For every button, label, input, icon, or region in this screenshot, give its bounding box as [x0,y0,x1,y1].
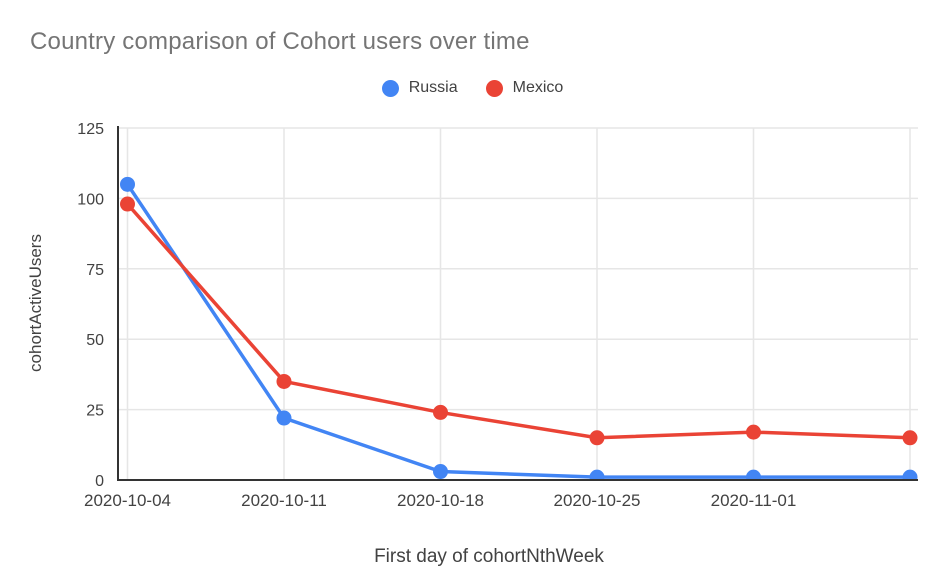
y-tick-label-100: 100 [77,191,104,208]
data-point-russia-0 [120,176,135,192]
data-point-mexico-3 [589,430,605,446]
x-tick-label-2020-11-01: 2020-11-01 [711,491,797,510]
data-point-mexico-5 [902,430,918,446]
y-tick-label-25: 25 [86,403,104,420]
data-point-mexico-0 [120,196,135,212]
data-point-russia-5 [902,469,918,480]
legend-dot-mexico-icon [485,79,503,97]
data-point-russia-3 [589,469,605,480]
y-tick-label-75: 75 [86,262,104,279]
data-point-russia-1 [276,410,292,426]
legend-label-russia: Russia [408,79,458,96]
data-point-mexico-1 [276,373,292,389]
data-point-mexico-2 [433,404,448,420]
series-line-mexico [126,202,911,440]
series-line-russia [126,183,910,479]
data-point-russia-4 [746,469,761,480]
legend-dot-russia-icon [381,79,399,97]
x-axis-title: First day of cohortNthWeek [374,546,604,567]
legend-label-mexico: Mexico [512,79,564,96]
legend-item-russia: Russia [381,79,458,97]
data-point-russia-2 [433,464,448,480]
x-tick-label-2020-10-11: 2020-10-11 [241,491,327,510]
x-tick-label-2020-10-04: 2020-10-04 [84,491,171,510]
x-tick-label-2020-10-18: 2020-10-18 [397,491,484,510]
chart-title: Country comparison of Cohort users over … [30,28,530,55]
x-tick-label-2020-10-25: 2020-10-25 [554,491,641,510]
chart-legend: Russia Mexico [0,78,945,98]
series-group [120,176,918,480]
y-tick-label-0: 0 [95,473,104,490]
legend-item-mexico: Mexico [485,79,564,97]
y-tick-label-50: 50 [86,332,104,349]
data-point-mexico-4 [746,424,761,440]
y-tick-label-125: 125 [77,121,104,138]
y-axis-title: cohortActiveUsers [26,234,45,372]
